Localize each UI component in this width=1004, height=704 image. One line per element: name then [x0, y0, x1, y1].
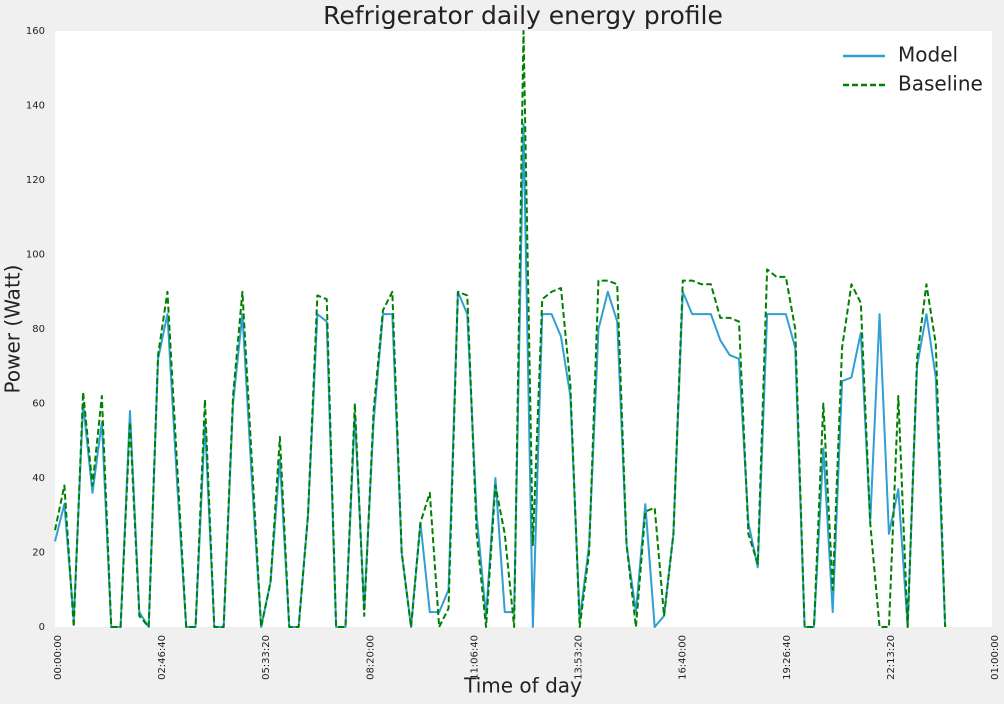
x-tick-label: 05:33:20 [261, 635, 272, 680]
y-tick-label: 140 [26, 101, 45, 112]
series-line [54, 30, 947, 628]
x-tick-label: 08:20:00 [365, 635, 376, 680]
y-tick-label: 0 [39, 622, 45, 633]
y-tick-label: 120 [26, 175, 45, 186]
x-tick-label: 19:26:40 [782, 635, 793, 680]
legend-label: Model [898, 43, 958, 67]
y-tick-label: 100 [26, 250, 45, 261]
y-tick-label: 160 [26, 26, 45, 37]
y-axis-label: Power (Watt) [1, 265, 25, 394]
x-axis-label: Time of day [463, 674, 582, 698]
x-tick-label: 01:00:00 [990, 635, 1001, 680]
y-tick-label: 60 [32, 399, 45, 410]
series-line [54, 123, 947, 628]
x-tick-label: 00:00:00 [53, 635, 64, 680]
legend-label: Baseline [898, 72, 983, 96]
x-tick-label: 02:46:40 [157, 635, 168, 680]
y-tick-label: 20 [32, 548, 45, 559]
y-tick-label: 80 [32, 324, 45, 335]
plot-area [55, 31, 992, 627]
x-tick-label: 11:06:40 [469, 635, 480, 680]
x-tick-label: 22:13:20 [886, 635, 897, 680]
chart-title: Refrigerator daily energy profile [323, 1, 723, 30]
x-tick-label: 16:40:00 [678, 635, 689, 680]
x-tick-label: 13:53:20 [574, 635, 585, 680]
y-tick-label: 40 [32, 473, 45, 484]
